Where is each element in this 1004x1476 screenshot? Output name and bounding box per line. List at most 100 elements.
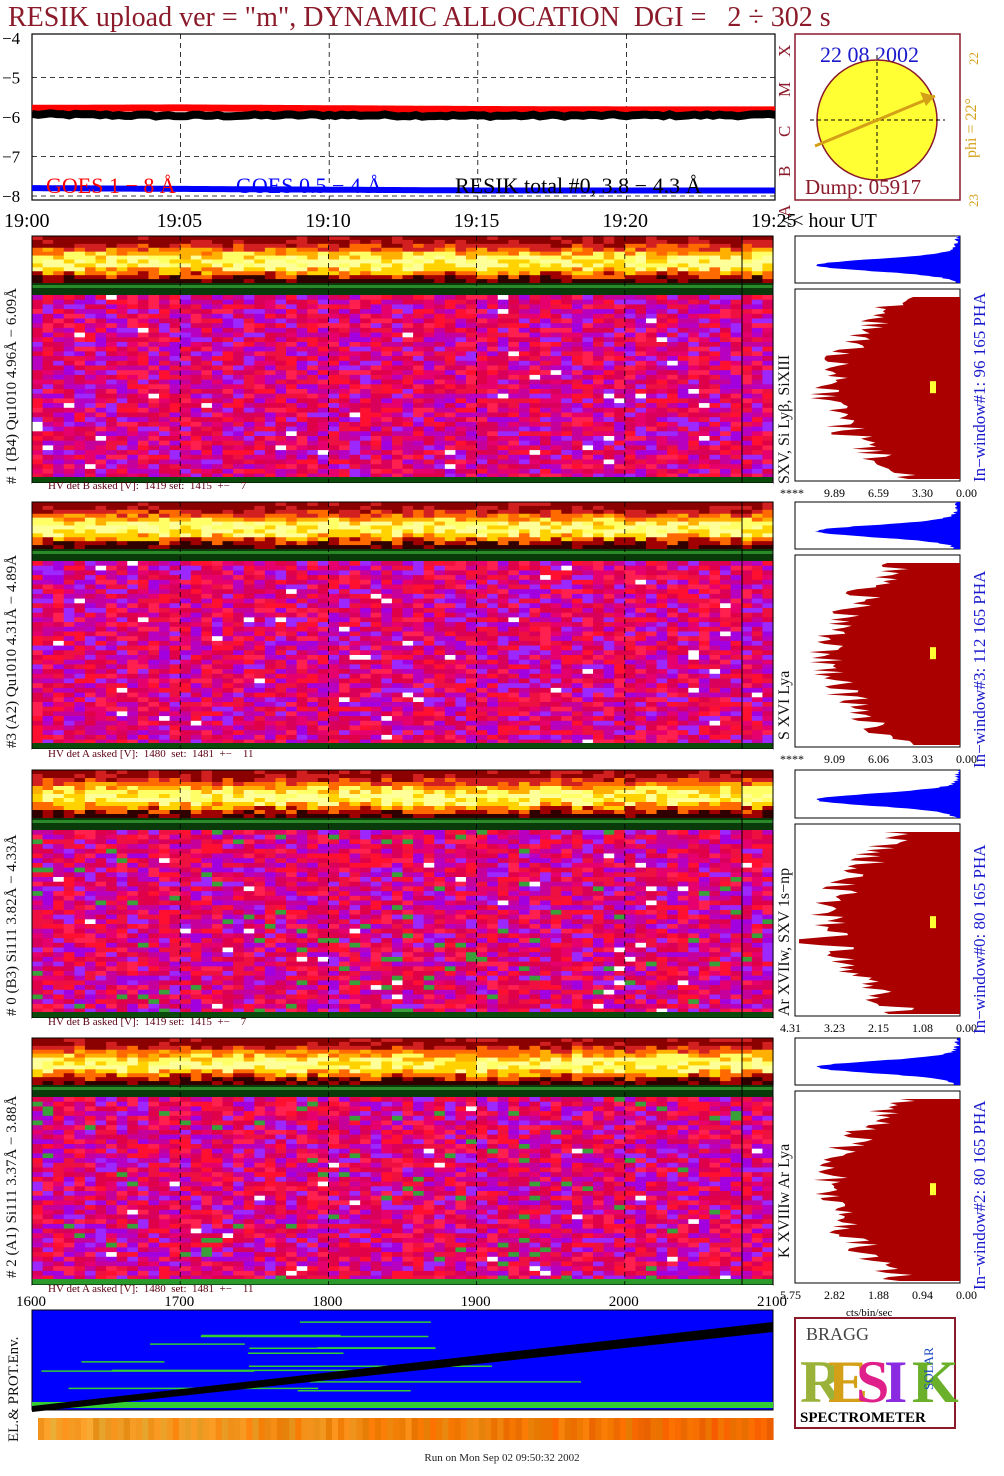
spectrogram-cell — [328, 545, 340, 550]
spectrogram-cell — [688, 417, 700, 423]
spectrogram-cell — [508, 337, 520, 343]
spectrogram-cell — [487, 271, 499, 276]
spectrogram-cell — [106, 351, 118, 357]
spectrogram-cell — [201, 379, 213, 385]
spectrogram-cell — [95, 537, 107, 542]
spectrogram-cell — [667, 243, 679, 249]
spectrogram-cell — [487, 384, 499, 390]
spectrogram-cell — [487, 239, 499, 245]
spectrogram-cell — [455, 431, 467, 437]
spectrogram-cell — [349, 236, 361, 241]
spectrogram-cell — [487, 365, 499, 371]
spectrogram-cell — [645, 417, 658, 423]
spectrogram-cell — [455, 521, 467, 527]
spectrogram-cell — [603, 239, 615, 245]
spectrogram-cell — [116, 365, 128, 371]
spectrogram-cell — [307, 255, 319, 261]
spectrogram-cell — [254, 351, 266, 357]
spectrogram-cell — [349, 436, 361, 442]
spectrogram-cell — [455, 541, 467, 546]
spectrogram-cell — [656, 445, 668, 451]
spectrogram-cell — [667, 259, 679, 265]
spectrogram-cell — [720, 255, 732, 261]
spectrogram-cell — [751, 370, 764, 376]
spectrogram-cell — [264, 436, 277, 442]
spectrogram-cell — [518, 323, 531, 329]
spectrogram-cell — [762, 309, 774, 315]
spectrogram-cell — [84, 575, 97, 581]
spectrogram-cell — [688, 243, 700, 249]
spectrogram-cell — [391, 379, 404, 385]
spectrogram-cell — [402, 575, 414, 581]
spectrogram-cell — [349, 239, 361, 245]
spectrogram-cell — [159, 267, 171, 272]
spectrogram-cell — [508, 295, 520, 301]
spectrogram-cell — [180, 436, 192, 442]
spectrogram-cell — [243, 570, 255, 576]
spectrogram-cell — [571, 436, 584, 442]
spectrogram-cell — [762, 565, 774, 571]
spectrogram-cell — [169, 525, 181, 531]
spectrogram-cell — [275, 279, 287, 284]
spectrogram-cell — [635, 468, 647, 475]
spectrogram-cell — [381, 445, 393, 451]
goes-lightcurve-panel: 19:00 19:05 19:10 19:15 19:20 19:25<< hour UT… — [2, 29, 877, 232]
spectrogram-cell — [338, 299, 351, 305]
spectrogram-cell — [296, 450, 308, 456]
spectrogram-cell — [53, 351, 65, 357]
spectrogram-cell — [95, 445, 107, 451]
spectrogram-cell — [751, 537, 764, 542]
spectrogram-cell — [307, 236, 319, 241]
spectrogram-cell — [211, 398, 224, 404]
spectrogram-cell — [286, 521, 298, 527]
spectrogram-cell — [338, 379, 351, 385]
spectrogram-cell — [550, 304, 562, 310]
spectrogram-cell — [730, 464, 742, 470]
spectrogram-cell — [233, 533, 245, 538]
spectrogram-cell — [360, 533, 372, 538]
spectrogram-cell — [201, 541, 213, 546]
spectrogram-cell — [180, 537, 192, 542]
spectrogram-cell — [360, 243, 372, 249]
spectrogram-cell — [497, 243, 509, 249]
spectrogram-cell — [667, 412, 679, 418]
spectrogram-cell — [751, 263, 764, 268]
spectrogram-cell — [338, 509, 351, 515]
side-label-bottom: 23 — [966, 194, 981, 207]
spectrogram-cell — [413, 533, 425, 538]
spectrogram-cell — [137, 440, 150, 446]
spectrogram-cell — [550, 541, 562, 546]
spectrogram-cell — [201, 313, 213, 320]
spectrogram-cell — [487, 267, 499, 272]
spectrogram-cell — [667, 360, 679, 367]
spectrogram-cell — [444, 459, 457, 465]
spectrogram-cell — [169, 565, 181, 571]
spectrogram-cell — [338, 251, 351, 257]
spectrogram-cell — [74, 502, 86, 507]
spectrogram-cell — [63, 417, 75, 423]
spectrogram-cell — [74, 351, 86, 357]
spectrogram-cell — [296, 454, 308, 461]
spectrogram-cell — [561, 271, 573, 276]
spectrogram-cell — [476, 570, 488, 576]
spectrogram-cell — [32, 275, 44, 280]
spectrogram-cell — [381, 473, 393, 479]
spectrogram-cell — [624, 365, 636, 371]
spectrogram-cell — [593, 537, 605, 542]
spectrogram-cell — [243, 247, 255, 253]
spectrogram-cell — [603, 313, 615, 320]
spectrogram-cell — [233, 263, 245, 268]
spectrogram-cell — [698, 299, 711, 305]
spectrogram-cell — [148, 545, 160, 550]
spectrogram-cell — [518, 398, 531, 404]
spectrogram-cell — [698, 421, 711, 428]
spectrogram-cell — [95, 525, 107, 531]
spectrogram-cell — [286, 412, 298, 418]
spectrogram-cell — [582, 332, 594, 338]
spectrogram-cell — [635, 318, 647, 324]
spectrogram-cell — [518, 537, 531, 542]
spectrogram-cell — [127, 505, 139, 511]
spectrogram-cell — [349, 575, 361, 581]
spectrogram-cell — [180, 332, 192, 338]
spectrogram-cell — [529, 271, 541, 276]
